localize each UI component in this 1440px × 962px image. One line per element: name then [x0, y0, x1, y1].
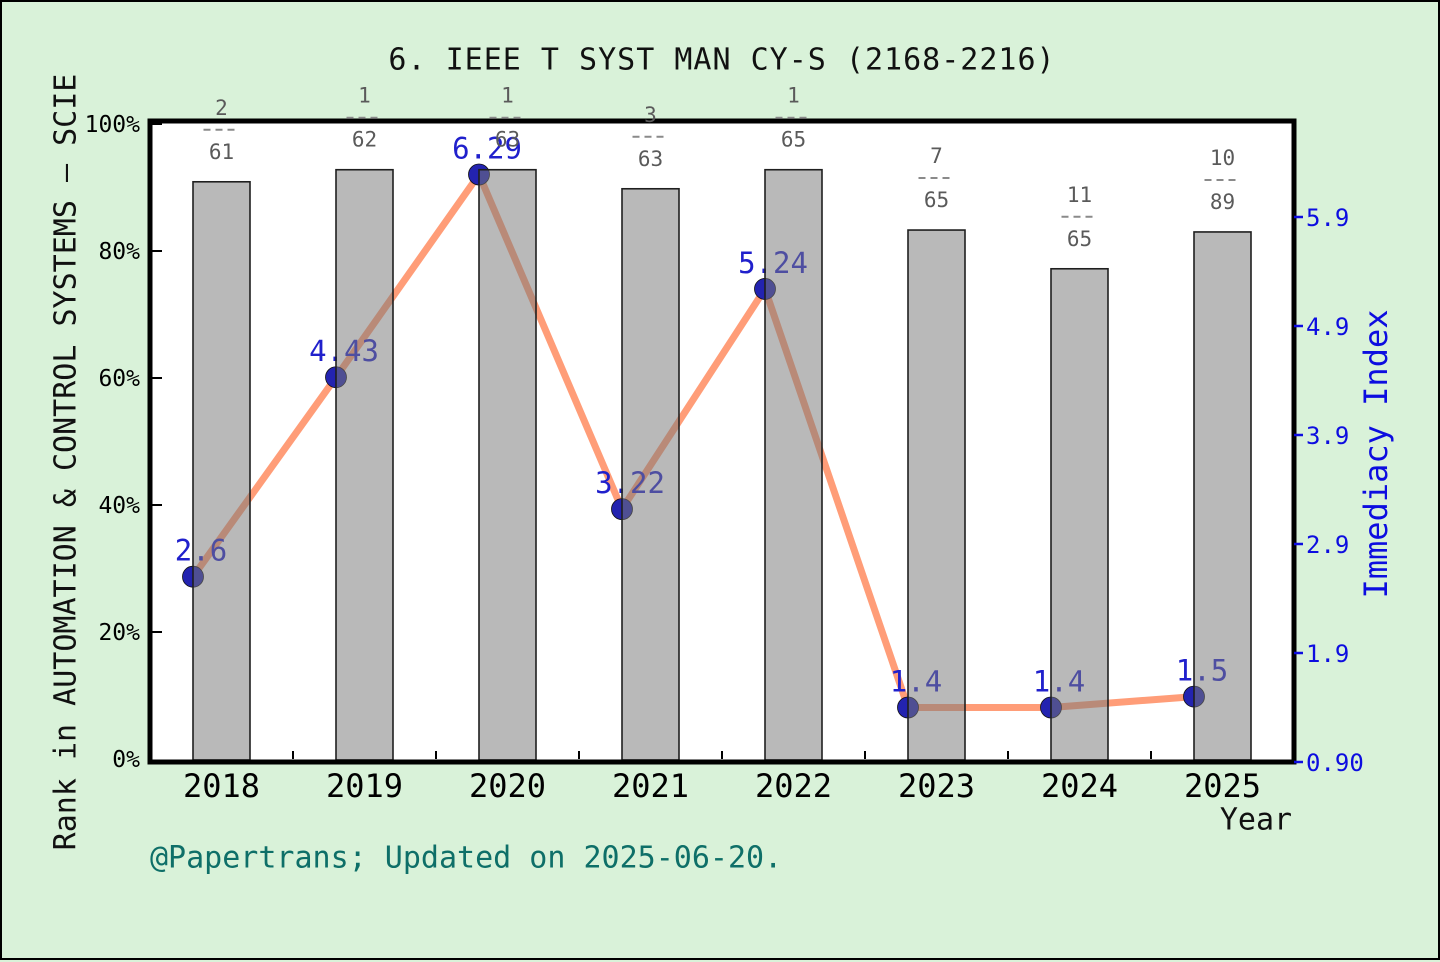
- plot-background: [150, 121, 1294, 762]
- rank-numerator: 11: [1067, 183, 1092, 207]
- rank-numerator: 3: [644, 103, 657, 127]
- rank-numerator: 1: [358, 84, 371, 108]
- right-tick-label: 4.9: [1306, 313, 1349, 341]
- x-axis-title: Year: [1219, 802, 1293, 838]
- x-tick-label: 2018: [183, 767, 260, 805]
- watermark-credit: @Papertrans; Updated on 2025-06-20.: [150, 840, 783, 876]
- rank-denominator: 65: [781, 128, 806, 152]
- value-label: 6.29: [452, 131, 522, 165]
- left-tick-label: 20%: [98, 620, 140, 646]
- right-tick-label: 5.9: [1306, 204, 1349, 232]
- x-tick-label: 2021: [612, 767, 689, 805]
- rank-numerator: 10: [1210, 146, 1235, 170]
- rank-numerator: 1: [787, 84, 800, 108]
- rank-denominator: 63: [495, 128, 520, 152]
- x-tick-label: 2024: [1041, 767, 1118, 805]
- x-tick-label: 2019: [326, 767, 403, 805]
- right-tick-label: 3.9: [1306, 422, 1349, 450]
- rank-bar: [764, 168, 823, 761]
- rank-bar: [335, 168, 394, 761]
- rank-bar: [192, 180, 251, 761]
- rank-bar: [1050, 267, 1109, 761]
- x-tick-label: 2022: [755, 767, 832, 805]
- left-tick-label: 60%: [98, 366, 140, 392]
- left-tick-label: 40%: [98, 493, 140, 519]
- rank-numerator: 1: [501, 84, 514, 108]
- rank-denominator: 63: [638, 147, 663, 171]
- x-tick-label: 2025: [1184, 767, 1261, 805]
- rank-denominator: 62: [352, 128, 377, 152]
- right-tick-label: 2.9: [1306, 531, 1349, 559]
- rank-denominator: 89: [1210, 190, 1235, 214]
- rank-denominator: 65: [1067, 227, 1092, 251]
- x-tick-label: 2023: [898, 767, 975, 805]
- rank-bar: [1193, 231, 1252, 761]
- rank-bar: [907, 229, 966, 761]
- rank-bar: [478, 168, 537, 761]
- left-tick-label: 0%: [112, 747, 140, 773]
- right-tick-label: 1.9: [1306, 640, 1349, 668]
- left-tick-label: 80%: [98, 239, 140, 265]
- chart-title: 6. IEEE T SYST MAN CY-S (2168-2216): [388, 42, 1056, 78]
- x-tick-label: 2020: [469, 767, 546, 805]
- rank-bar: [621, 187, 680, 761]
- rank-numerator: 7: [930, 144, 943, 168]
- rank-denominator: 65: [924, 188, 949, 212]
- right-tick-label: 0.90: [1306, 749, 1364, 777]
- plot-border: [147, 118, 1297, 765]
- rank-numerator: 2: [215, 96, 228, 120]
- rank-denominator: 61: [209, 140, 234, 164]
- left-tick-label: 100%: [85, 112, 141, 138]
